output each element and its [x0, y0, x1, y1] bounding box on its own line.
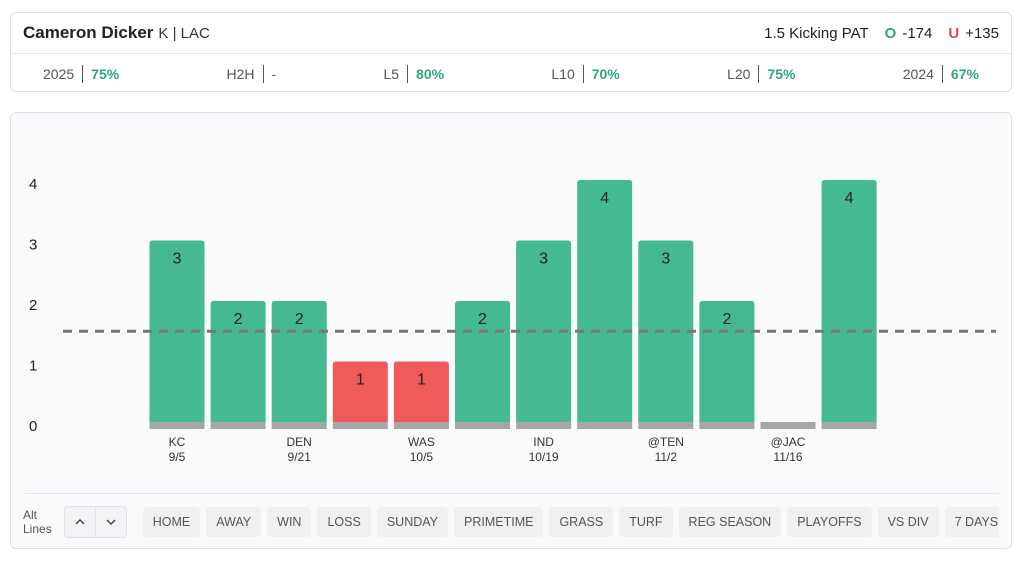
alt-lines-label: Alt Lines: [23, 508, 52, 536]
value-label: 2: [722, 311, 731, 328]
x-tick-date: 10/19: [529, 450, 559, 464]
prop-line: 1.5 Kicking PAT O -174 U +135: [764, 25, 999, 42]
y-tick-label: 0: [29, 418, 37, 435]
stat-value: 75%: [767, 65, 796, 82]
x-tick-date: 11/16: [773, 450, 802, 464]
bar: [271, 301, 327, 422]
over-label: O: [884, 24, 897, 42]
filter-button[interactable]: GRASS: [549, 507, 614, 537]
y-tick-label: 2: [29, 297, 37, 314]
stat-value: 67%: [950, 65, 979, 82]
value-label: 4: [600, 190, 609, 207]
y-tick-label: 3: [29, 236, 37, 253]
alt-line-up[interactable]: [65, 507, 95, 537]
stat-label: L5: [383, 64, 409, 83]
bar-base: [821, 422, 877, 429]
x-tick-date: 9/5: [169, 450, 186, 464]
bar-base: [760, 422, 816, 429]
stat: 2025 75%: [43, 64, 120, 83]
filter-button[interactable]: PLAYOFFS: [787, 507, 872, 537]
x-tick-label: DEN: [287, 435, 312, 449]
stat-value: -: [271, 65, 277, 82]
bar-base: [393, 422, 449, 429]
bar-base: [271, 422, 327, 429]
value-label: 3: [539, 251, 548, 268]
bar-base: [699, 422, 755, 429]
bar-base: [149, 422, 205, 429]
value-label: 3: [173, 251, 182, 268]
stat-value: 70%: [591, 65, 620, 82]
down-icon: [106, 519, 116, 525]
bar: [393, 361, 449, 422]
stat-label: L20: [727, 64, 760, 83]
stats-row: 2025 75% H2H - L5 80% L10 70% L20 75% 2024 67%: [11, 54, 1011, 93]
over-odds: -174: [902, 24, 933, 42]
y-tick-label: 4: [29, 176, 37, 193]
value-label: 3: [661, 251, 670, 268]
x-tick-label: KC: [169, 435, 186, 449]
x-tick-label: WAS: [408, 435, 435, 449]
stat-label: H2H: [226, 64, 264, 83]
stat-label: 2025: [43, 64, 84, 83]
x-tick-date: 9/21: [288, 450, 312, 464]
filter-button[interactable]: WIN: [267, 507, 312, 537]
prop-header: Cameron Dicker K | LAC 1.5 Kicking PAT O…: [11, 13, 1011, 54]
stat-label: 2024: [903, 64, 943, 83]
prop-card: Cameron Dicker K | LAC 1.5 Kicking PAT O…: [10, 12, 1012, 92]
x-tick-label: @TEN: [648, 435, 684, 449]
x-tick-date: 10/5: [410, 450, 434, 464]
filter-button[interactable]: VS DIV: [877, 507, 939, 537]
y-tick-label: 1: [29, 357, 37, 374]
filter-button[interactable]: SUNDAY: [376, 507, 448, 537]
player-name: Cameron Dicker: [23, 23, 154, 42]
bar-base: [638, 422, 694, 429]
value-label: 2: [478, 311, 487, 328]
value-label: 1: [356, 372, 365, 389]
prop-name: 1.5 Kicking PAT: [764, 24, 869, 42]
value-label: 2: [295, 311, 304, 328]
stat-value: 80%: [416, 65, 445, 82]
filter-bar: Alt Lines HOME AWAY WIN LOSS SUNDAY PRIMETIME…: [23, 493, 999, 550]
bar: [638, 240, 694, 422]
bar-base: [516, 422, 572, 429]
bar: [332, 361, 388, 422]
stat: H2H -: [226, 64, 277, 83]
bar-base: [577, 422, 633, 429]
alt-line-down[interactable]: [94, 507, 126, 537]
stat: L10 70%: [551, 64, 620, 83]
x-tick-date: 11/2: [655, 450, 678, 464]
x-tick-label: IND: [533, 435, 554, 449]
stat-value: 75%: [91, 65, 120, 82]
player-team: K | LAC: [158, 24, 210, 42]
bar: [821, 180, 877, 422]
filter-button[interactable]: 7 DAYS REST: [944, 507, 999, 537]
under-label: U: [948, 24, 960, 42]
stat: L5 80%: [383, 64, 445, 83]
up-icon: [75, 519, 85, 525]
bar-base: [210, 422, 266, 429]
value-label: 4: [845, 190, 854, 207]
filter-button[interactable]: TURF: [619, 507, 673, 537]
alt-line-stepper: [63, 506, 127, 538]
bar: [577, 180, 633, 422]
filter-button[interactable]: LOSS: [317, 507, 371, 537]
stat: 2024 67%: [903, 64, 979, 83]
filter-button[interactable]: HOME: [142, 507, 201, 537]
filter-button[interactable]: REG SEASON: [678, 507, 782, 537]
chart-card: 0 1 2 3 4 3 KC 9/5 2 2 DEN 9/21 1 1 WAS 10/5 2 3 IND 10/19 4…: [10, 112, 1012, 549]
value-label: 1: [417, 372, 426, 389]
stat-label: L10: [551, 64, 584, 83]
bar-base: [332, 422, 388, 429]
under-odds: +135: [965, 24, 999, 42]
filter-button[interactable]: PRIMETIME: [454, 507, 544, 537]
value-label: 2: [234, 311, 243, 328]
stat: L20 75%: [727, 64, 796, 83]
x-tick-label: @JAC: [771, 435, 806, 449]
bar-base: [455, 422, 510, 429]
filter-button[interactable]: AWAY: [206, 507, 262, 537]
